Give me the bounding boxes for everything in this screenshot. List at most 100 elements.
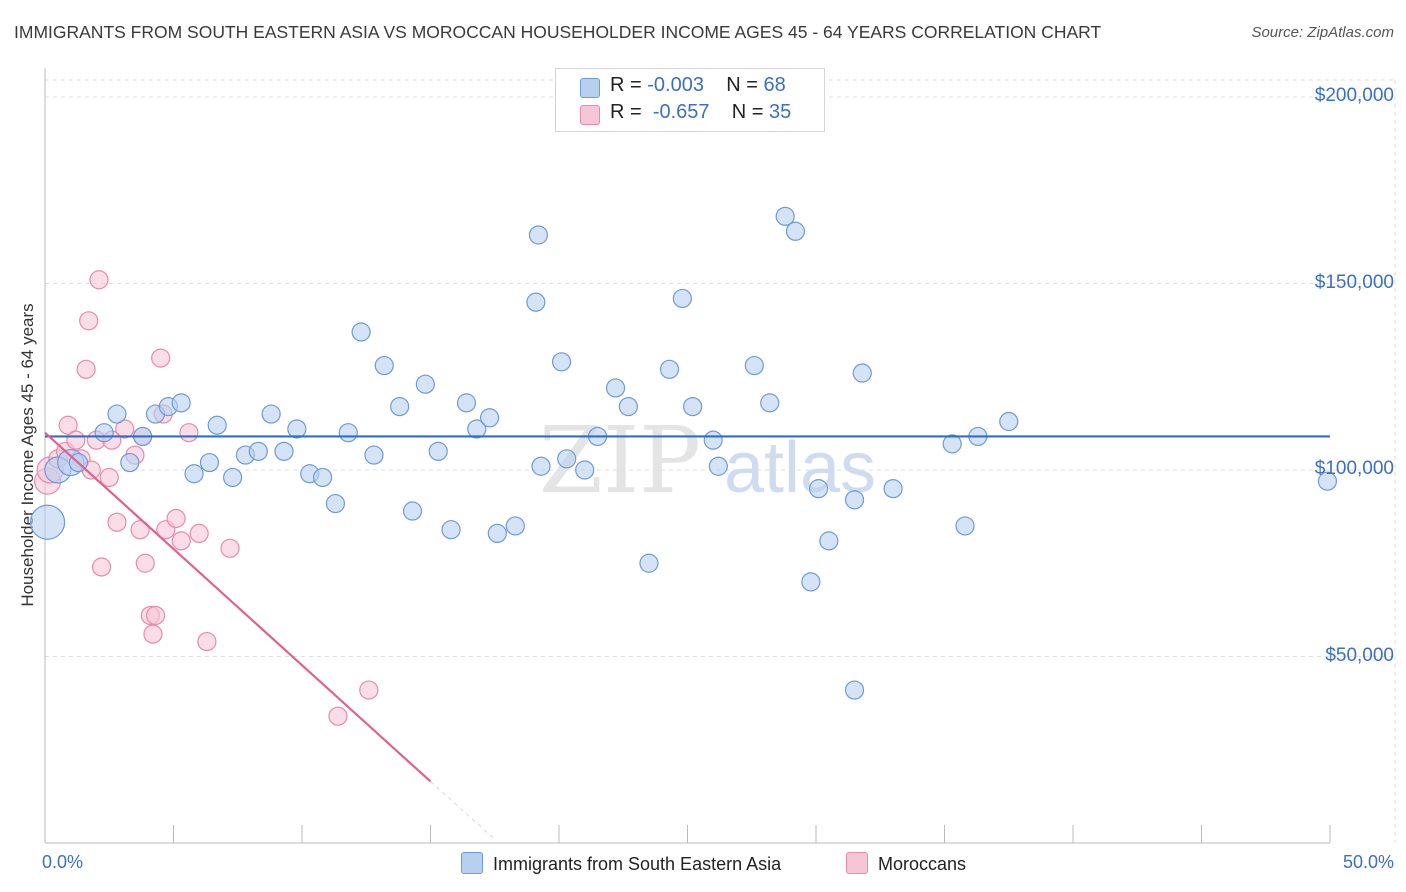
sea-point-48 — [672, 288, 692, 309]
moroccans-point-22 — [143, 624, 163, 644]
moroccans-point-15 — [115, 419, 135, 439]
y-tick-label-150000: $150,000 — [1314, 271, 1394, 293]
watermark: ZIP atlas — [539, 407, 876, 514]
sea-point-36 — [505, 516, 525, 536]
sea-point-34 — [480, 408, 500, 428]
sea-point-29 — [415, 374, 435, 394]
bottom-legend-swatch-moroccans — [846, 852, 868, 874]
sea-point-18 — [274, 441, 294, 461]
sea-point-55 — [785, 221, 806, 241]
sea-point-21 — [312, 467, 333, 488]
sea-point-12 — [199, 452, 220, 473]
moroccans-point-31 — [197, 631, 217, 652]
sea-point-39 — [531, 456, 551, 476]
moroccans-point-30 — [189, 523, 209, 544]
trend-lines — [44, 431, 1330, 840]
sea-point-53 — [760, 393, 780, 413]
moroccans-point-27 — [166, 508, 186, 529]
sea-point-66 — [844, 680, 865, 700]
sea-point-27 — [390, 396, 410, 417]
sea-point-46 — [639, 553, 659, 573]
moroccans-point-12 — [91, 557, 112, 577]
sea-point-32 — [456, 393, 477, 413]
sea-point-33 — [467, 419, 487, 439]
sea-point-5 — [107, 404, 127, 424]
correlation-legend: R = -0.003 N = 68 R = -0.657 N = 35 — [555, 68, 825, 132]
moroccans-point-29 — [179, 423, 199, 443]
moroccans-point-5 — [66, 430, 86, 450]
sea-point-35 — [487, 523, 507, 544]
legend-swatch-sea — [580, 78, 600, 98]
sea-point-22 — [325, 493, 346, 514]
sea-point-28 — [402, 501, 423, 521]
sea-point-45 — [618, 396, 638, 417]
sea-point-60 — [852, 363, 872, 383]
moroccans-point-24 — [151, 348, 171, 368]
moroccans-point-8 — [79, 311, 99, 331]
sea-point-58 — [819, 531, 839, 551]
sea-point-59 — [844, 490, 865, 510]
sea-point-65 — [999, 411, 1019, 432]
moroccans-point-32 — [220, 538, 240, 558]
sea-point-17 — [261, 404, 281, 424]
sea-point-25 — [364, 445, 384, 465]
moroccans-point-19 — [130, 520, 150, 540]
y-tick-label-50000: $50,000 — [1325, 644, 1394, 666]
sea-point-61 — [883, 479, 903, 499]
legend-swatch-moroccans — [580, 105, 600, 125]
sea-point-26 — [374, 355, 394, 376]
sea-point-49 — [683, 396, 703, 417]
moroccans-point-11 — [89, 270, 109, 290]
moroccans-point-7 — [76, 359, 96, 379]
moroccans-point-33 — [328, 706, 348, 726]
moroccans-point-14 — [107, 512, 127, 532]
sea-point-51 — [708, 456, 728, 476]
sea-point-13 — [207, 415, 227, 435]
x-tick-label-min: 0.0% — [42, 852, 84, 872]
sea-point-16 — [248, 441, 268, 461]
sea-point-47 — [659, 359, 680, 379]
sea-point-40 — [551, 352, 572, 372]
sea-point-52 — [744, 355, 764, 376]
sea-point-50 — [703, 430, 723, 450]
moroccans-trend-line — [44, 431, 432, 783]
source-credit: Source: ZipAtlas.com — [1251, 24, 1394, 41]
sea-point-14 — [223, 467, 243, 488]
legend-r-value-sea: -0.003 — [647, 74, 704, 96]
chart-title: IMMIGRANTS FROM SOUTH EASTERN ASIA VS MO… — [14, 22, 1102, 42]
moroccans-point-34 — [359, 680, 379, 700]
sea-point-67 — [1317, 471, 1338, 491]
moroccans-point-4 — [58, 415, 78, 435]
sea-point-0 — [29, 504, 66, 540]
sea-point-62 — [942, 434, 962, 454]
bottom-legend-moroccans: Moroccans — [846, 852, 966, 875]
sea-point-6 — [120, 452, 140, 473]
moroccans-point-23 — [145, 605, 166, 626]
sea-point-63 — [955, 516, 975, 536]
sea-point-10 — [171, 393, 191, 413]
bottom-legend-label-moroccans: Moroccans — [878, 854, 967, 874]
moroccans-points — [33, 270, 379, 726]
sea-point-11 — [184, 464, 204, 484]
sea-points — [29, 206, 1338, 700]
sea-point-38 — [528, 225, 549, 245]
legend-n-value-sea: 68 — [763, 74, 786, 96]
moroccans-point-20 — [135, 553, 155, 573]
legend-n-label-moroccans: N = — [731, 101, 764, 123]
sea-point-57 — [808, 479, 829, 499]
axes — [44, 68, 1331, 844]
legend-n-label-sea: N = — [726, 74, 758, 96]
moroccans-point-28 — [171, 531, 191, 551]
moroccans-trend-extension — [430, 781, 496, 840]
bottom-legend-swatch-sea — [461, 852, 483, 874]
bottom-legend-sea: Immigrants from South Eastern Asia — [461, 852, 781, 875]
sea-point-56 — [801, 572, 821, 592]
moroccans-point-13 — [99, 467, 119, 488]
y-tick-label-200000: $200,000 — [1314, 85, 1394, 106]
x-tick-label-max: 50.0% — [1342, 852, 1394, 872]
sea-point-54 — [775, 206, 795, 226]
sea-point-31 — [441, 520, 461, 540]
sea-point-42 — [575, 460, 595, 480]
y-tick-label-100000: $100,000 — [1314, 458, 1394, 479]
